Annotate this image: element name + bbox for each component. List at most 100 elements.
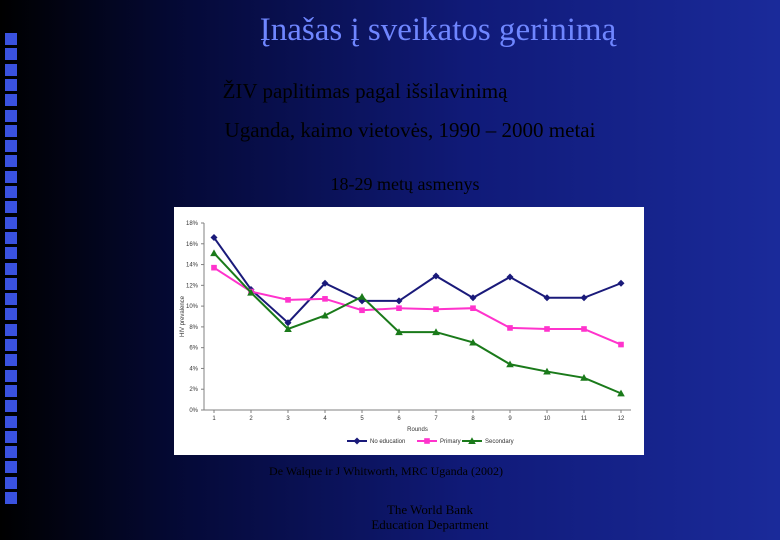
- footer-organization: The World Bank: [386, 502, 474, 517]
- strip-square: [5, 369, 17, 382]
- data-point-secondary: [617, 389, 625, 397]
- strip-square: [5, 33, 17, 45]
- slide-title: Įnašas į sveikatos gerinimą: [259, 12, 617, 48]
- strip-square: [5, 262, 17, 275]
- strip-square: [5, 323, 17, 336]
- x-tick-label: 10: [544, 416, 551, 422]
- strip-square: [5, 308, 17, 321]
- data-point-primary: [285, 297, 291, 303]
- strip-square: [5, 186, 17, 198]
- series-line-secondary: [213, 252, 622, 395]
- series-line-no-education: [213, 236, 622, 325]
- strip-square: [5, 140, 17, 153]
- strip-square: [5, 339, 17, 351]
- y-tick-label: 14%: [186, 263, 199, 269]
- data-point-primary: [507, 325, 513, 331]
- strip-square: [5, 63, 17, 76]
- legend-marker-secondary: [468, 437, 476, 444]
- x-tick-label: 3: [286, 416, 290, 422]
- data-point-no-education: [469, 294, 477, 302]
- source-citation: De Walque ir J Whitworth, MRC Uganda (20…: [269, 464, 503, 478]
- data-point-primary: [544, 326, 550, 332]
- legend-label-no-education: No education: [370, 439, 405, 445]
- data-point-secondary: [543, 367, 551, 375]
- data-point-secondary: [358, 292, 366, 300]
- y-axis-label: HIV prevalence: [180, 295, 186, 337]
- strip-square: [5, 476, 17, 489]
- y-tick-label: 8%: [189, 325, 198, 331]
- y-tick-label: 2%: [189, 387, 198, 393]
- x-tick-label: 1: [212, 416, 216, 422]
- data-point-secondary: [284, 325, 292, 332]
- data-point-primary: [359, 307, 365, 314]
- x-tick-label: 7: [434, 416, 438, 422]
- strip-square: [5, 384, 17, 397]
- data-point-primary: [396, 305, 402, 311]
- data-point-secondary: [432, 328, 440, 336]
- legend-label-primary: Primary: [440, 439, 461, 445]
- y-tick-label: 12%: [186, 283, 199, 289]
- data-point-secondary: [469, 338, 477, 346]
- data-point-primary: [322, 296, 328, 302]
- strip-square: [5, 277, 17, 290]
- footer-department: Education Department: [371, 517, 489, 532]
- data-point-secondary: [506, 360, 514, 368]
- data-point-no-education: [395, 297, 403, 305]
- x-tick-label: 8: [471, 416, 475, 422]
- data-point-primary: [581, 326, 587, 332]
- data-point-no-education: [617, 279, 625, 287]
- slide-subtitle-topic: ŽIV paplitimas pagal išsilavinimą: [222, 79, 508, 103]
- strip-square: [5, 170, 17, 183]
- strip-square: [5, 48, 17, 61]
- strip-square: [5, 354, 17, 367]
- data-point-primary: [211, 264, 217, 271]
- data-point-secondary: [247, 288, 255, 296]
- hiv-prevalence-line-chart: 0%2%4%6%8%10%12%14%16%18%1 2 3 4 5 6 7 8 9 10 11 12…: [180, 221, 631, 445]
- x-tick-label: 5: [360, 416, 364, 422]
- strip-square: [5, 109, 17, 122]
- data-point-no-education: [284, 319, 292, 327]
- x-tick-label: 2: [249, 416, 253, 422]
- strip-square: [5, 415, 17, 428]
- strip-square: [5, 78, 17, 91]
- footer-credit: The World Bank Education Department: [40, 502, 780, 532]
- strip-square: [5, 201, 17, 214]
- data-point-primary: [618, 341, 624, 348]
- decorative-square-strip: [0, 0, 24, 540]
- data-point-primary: [433, 306, 439, 313]
- x-axis-label: Rounds: [407, 427, 428, 433]
- strip-square: [5, 430, 17, 443]
- strip-square: [5, 461, 17, 474]
- y-tick-label: 18%: [186, 221, 199, 227]
- legend-label-secondary: Secondary: [485, 439, 514, 445]
- slide-subtitle-region: Uganda, kaimo vietovės, 1990 – 2000 meta…: [224, 118, 596, 142]
- x-tick-label: 9: [508, 416, 512, 422]
- data-point-no-education: [321, 279, 329, 287]
- chart-panel: 0% 2% 4% 6% 8% 10% 12% 14% 16% 18% 1 2 3 4 5 6 7 8 9 10 11 12…: [174, 207, 644, 455]
- strip-square: [5, 94, 17, 107]
- data-point-secondary: [210, 249, 218, 257]
- strip-square: [5, 155, 17, 168]
- strip-square: [5, 293, 17, 306]
- data-point-secondary: [321, 311, 329, 319]
- data-point-secondary: [580, 373, 588, 381]
- y-tick-label: 0%: [189, 408, 198, 414]
- data-point-no-education: [506, 273, 514, 281]
- x-tick-label: 12: [618, 416, 625, 422]
- y-tick-label: 4%: [189, 366, 198, 372]
- strip-square: [5, 400, 17, 413]
- strip-square: [5, 216, 17, 229]
- data-point-secondary: [395, 328, 403, 336]
- y-tick-label: 6%: [189, 346, 198, 352]
- strip-square: [5, 124, 17, 137]
- strip-square: [5, 446, 17, 459]
- x-tick-label: 11: [581, 416, 588, 422]
- x-tick-label: 6: [397, 416, 401, 422]
- data-point-no-education: [210, 234, 218, 242]
- y-tick-label: 16%: [186, 242, 199, 248]
- data-point-no-education: [432, 272, 440, 280]
- slide-subtitle-age-group: 18-29 metų asmenys: [330, 174, 480, 194]
- data-point-primary: [470, 305, 476, 311]
- data-point-no-education: [358, 297, 366, 305]
- x-tick-label: 4: [323, 416, 327, 422]
